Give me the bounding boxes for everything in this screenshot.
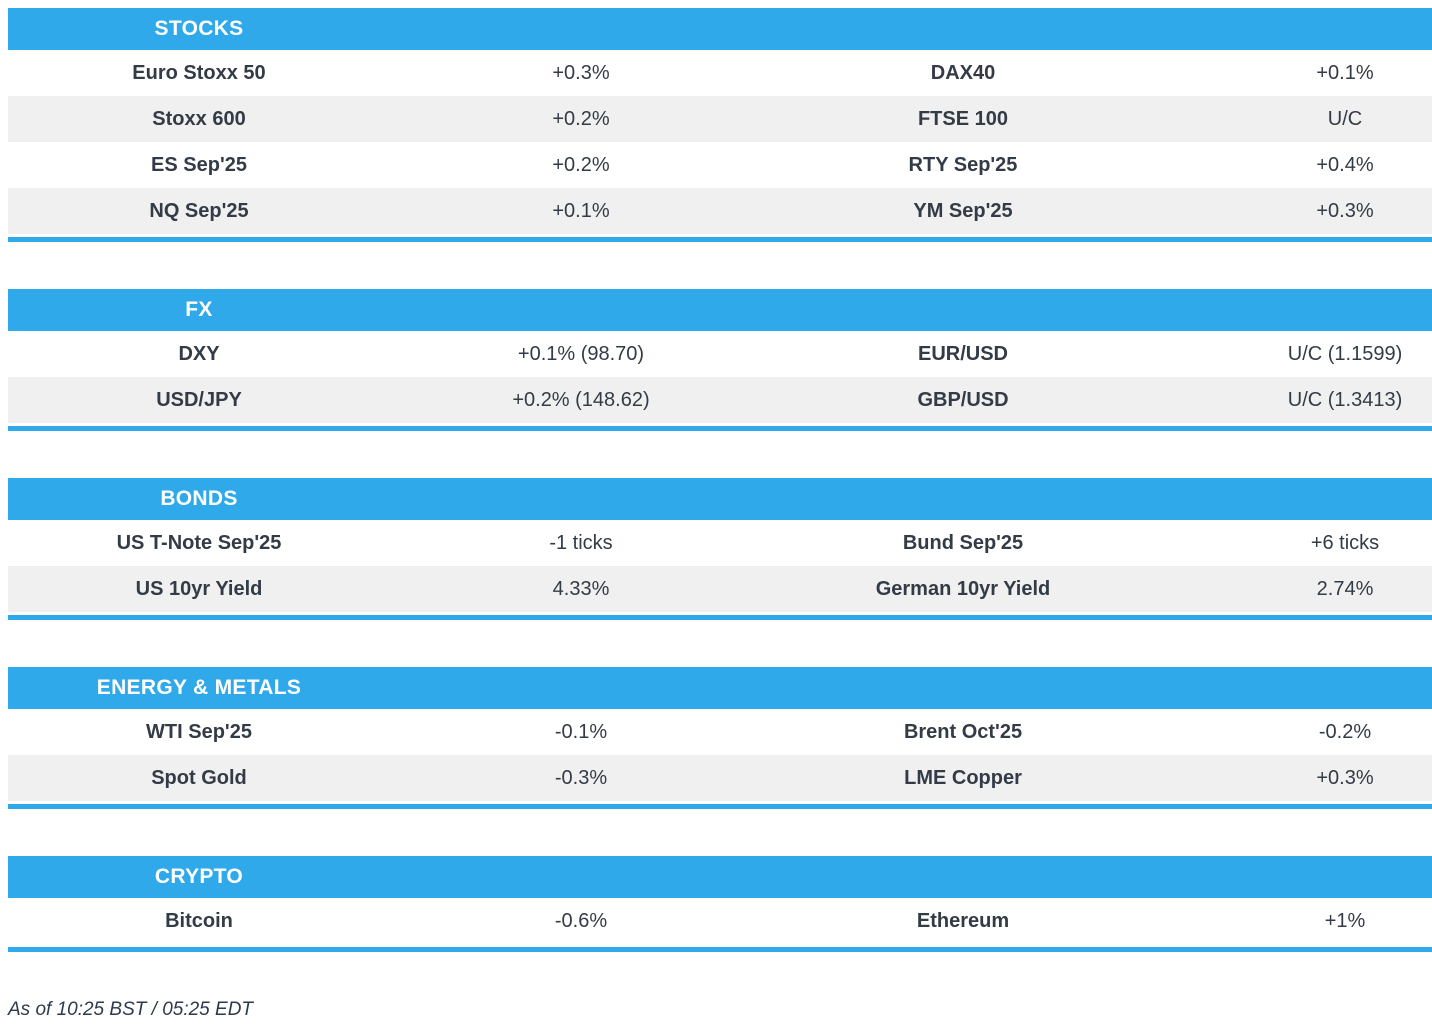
section-rows: US T-Note Sep'25 -1 ticks Bund Sep'25 +6 ti…	[8, 520, 1432, 612]
section-underline	[8, 237, 1432, 242]
instrument-label: LME Copper	[904, 766, 1022, 789]
instrument-value: +0.1%	[1316, 61, 1374, 84]
market-section: STOCKS Euro Stoxx 50 +0.3% DAX40 +0.1% Stoxx…	[8, 8, 1432, 242]
instrument-value: -1 ticks	[549, 531, 613, 554]
instrument-value: 2.74%	[1316, 577, 1374, 600]
instrument-label: GBP/USD	[917, 388, 1009, 411]
section-rows: Euro Stoxx 50 +0.3% DAX40 +0.1% Stoxx 600 +0.…	[8, 50, 1432, 234]
instrument-label: Spot Gold	[151, 766, 247, 789]
section-rows: WTI Sep'25 -0.1% Brent Oct'25 -0.2% Spot Gol…	[8, 709, 1432, 801]
instrument-label: Euro Stoxx 50	[132, 61, 266, 84]
market-row: ES Sep'25 +0.2% RTY Sep'25 +0.4%	[8, 142, 1432, 188]
instrument-value: +1%	[1324, 909, 1366, 932]
instrument-label: Stoxx 600	[152, 107, 246, 130]
instrument-label: NQ Sep'25	[149, 199, 249, 222]
section-underline	[8, 426, 1432, 431]
instrument-label: US T-Note Sep'25	[116, 531, 282, 554]
instrument-value: U/C (1.1599)	[1287, 342, 1403, 365]
section-title: STOCKS	[154, 17, 244, 40]
section-title: BONDS	[160, 487, 238, 510]
instrument-value: U/C	[1327, 107, 1363, 130]
market-row: Stoxx 600 +0.2% FTSE 100 U/C	[8, 96, 1432, 142]
section-title: FX	[185, 298, 213, 321]
section-header: ENERGY & METALS	[8, 667, 1432, 709]
instrument-label: RTY Sep'25	[908, 153, 1018, 176]
instrument-label: YM Sep'25	[913, 199, 1013, 222]
instrument-label: DXY	[178, 342, 220, 365]
section-rows: DXY +0.1% (98.70) EUR/USD U/C (1.1599) USD/J…	[8, 331, 1432, 423]
timestamp-footer: As of 10:25 BST / 05:25 EDT	[8, 999, 254, 1020]
market-row: US 10yr Yield 4.33% German 10yr Yield 2.74%	[8, 566, 1432, 612]
instrument-value: +0.3%	[1316, 766, 1374, 789]
market-row: USD/JPY +0.2% (148.62) GBP/USD U/C (1.3413)	[8, 377, 1432, 423]
market-row: WTI Sep'25 -0.1% Brent Oct'25 -0.2%	[8, 709, 1432, 755]
instrument-value: -0.3%	[554, 766, 608, 789]
instrument-label: Brent Oct'25	[903, 720, 1023, 743]
instrument-value: +0.2%	[552, 153, 610, 176]
market-section: ENERGY & METALS WTI Sep'25 -0.1% Brent Oct…	[8, 667, 1432, 809]
instrument-value: +0.4%	[1316, 153, 1374, 176]
instrument-value: +0.3%	[1316, 199, 1374, 222]
market-row: Bitcoin -0.6% Ethereum +1%	[8, 898, 1432, 944]
instrument-value: +6 ticks	[1310, 531, 1380, 554]
instrument-value: +0.2%	[552, 107, 610, 130]
instrument-value: 4.33%	[552, 577, 610, 600]
instrument-label: Ethereum	[916, 909, 1010, 932]
instrument-label: ES Sep'25	[151, 153, 247, 176]
market-section: CRYPTO Bitcoin -0.6% Ethereum +1%	[8, 856, 1432, 952]
section-underline	[8, 804, 1432, 809]
market-section: BONDS US T-Note Sep'25 -1 ticks Bund Sep'2…	[8, 478, 1432, 620]
instrument-label: DAX40	[930, 61, 996, 84]
instrument-label: USD/JPY	[156, 388, 242, 411]
section-header: BONDS	[8, 478, 1432, 520]
instrument-label: FTSE 100	[917, 107, 1009, 130]
market-row: Euro Stoxx 50 +0.3% DAX40 +0.1%	[8, 50, 1432, 96]
section-header: FX	[8, 289, 1432, 331]
section-underline	[8, 947, 1432, 952]
market-row: Spot Gold -0.3% LME Copper +0.3%	[8, 755, 1432, 801]
market-row: DXY +0.1% (98.70) EUR/USD U/C (1.1599)	[8, 331, 1432, 377]
market-section: FX DXY +0.1% (98.70) EUR/USD U/C (1.1599) US…	[8, 289, 1432, 431]
instrument-value: U/C (1.3413)	[1287, 388, 1403, 411]
section-title: CRYPTO	[154, 865, 244, 888]
section-title: ENERGY & METALS	[96, 676, 302, 699]
section-header: STOCKS	[8, 8, 1432, 50]
instrument-label: Bitcoin	[165, 909, 233, 932]
instrument-value: -0.6%	[554, 909, 608, 932]
instrument-value: -0.1%	[554, 720, 608, 743]
market-row: NQ Sep'25 +0.1% YM Sep'25 +0.3%	[8, 188, 1432, 234]
section-header: CRYPTO	[8, 856, 1432, 898]
instrument-label: Bund Sep'25	[902, 531, 1024, 554]
instrument-label: EUR/USD	[917, 342, 1008, 365]
instrument-label: German 10yr Yield	[875, 577, 1051, 600]
report-table: STOCKS Euro Stoxx 50 +0.3% DAX40 +0.1% Stoxx…	[8, 8, 1432, 1021]
instrument-value: -0.2%	[1318, 720, 1372, 743]
instrument-value: +0.1% (98.70)	[517, 342, 645, 365]
instrument-value: +0.1%	[552, 199, 610, 222]
section-rows: Bitcoin -0.6% Ethereum +1%	[8, 898, 1432, 944]
market-row: US T-Note Sep'25 -1 ticks Bund Sep'25 +6 ti…	[8, 520, 1432, 566]
section-underline	[8, 615, 1432, 620]
instrument-label: WTI Sep'25	[146, 720, 252, 743]
instrument-label: US 10yr Yield	[135, 577, 263, 600]
instrument-value: +0.2% (148.62)	[512, 388, 650, 411]
instrument-value: +0.3%	[552, 61, 610, 84]
